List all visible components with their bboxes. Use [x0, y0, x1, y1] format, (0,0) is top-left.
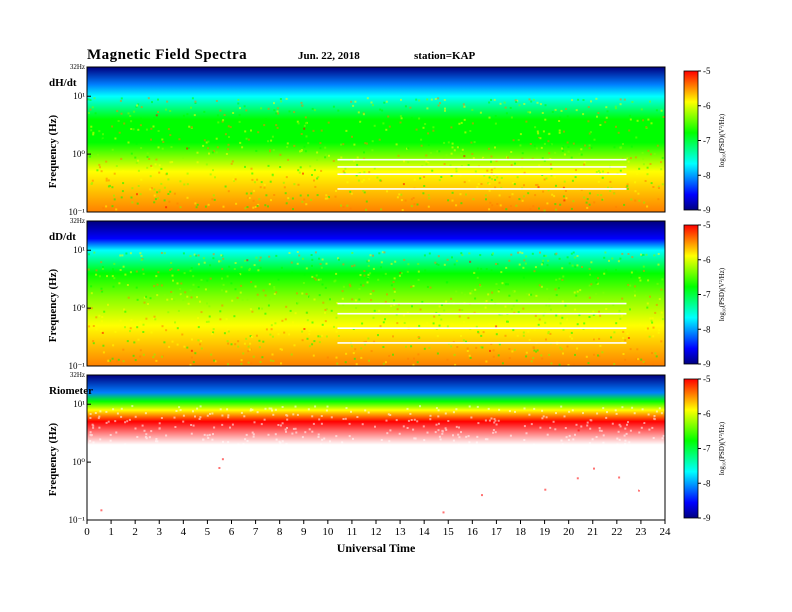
chart-date: Jun. 22, 2018 [298, 50, 360, 62]
x-tick-label: 1 [108, 526, 114, 538]
spectrogram-texture [88, 405, 665, 520]
y-tick-label: 10⁻¹ [69, 361, 86, 371]
x-tick-label: 19 [539, 526, 551, 538]
y-axis-label: Frequency (Hz) [47, 268, 59, 342]
colorbar [683, 378, 699, 519]
x-tick-label: 17 [491, 526, 503, 538]
y-tick-label: 10¹ [73, 399, 85, 409]
x-tick-label: 16 [467, 526, 479, 538]
y-tick-label: 32Hz [70, 217, 85, 225]
x-tick-label: 8 [277, 526, 283, 538]
colorbar-label: log₁₀(PSD)(V²/Hz) [718, 267, 726, 321]
colorbar-tick-label: -9 [703, 359, 711, 369]
colorbar-label: log₁₀(PSD)(V²/Hz) [718, 113, 726, 167]
y-tick-label: 32Hz [70, 63, 85, 71]
station-label: station=KAP [414, 50, 476, 62]
spectrogram-image [87, 221, 665, 366]
y-tick-label: 10⁻¹ [69, 515, 86, 525]
y-axis-label: Frequency (Hz) [47, 422, 59, 496]
x-tick-label: 4 [181, 526, 187, 538]
interference-lines [337, 302, 627, 344]
colorbar-tick-label: -7 [703, 136, 711, 146]
colorbar-tick-label: -7 [703, 444, 711, 454]
colorbar-tick-label: -5 [703, 374, 711, 384]
x-tick-label: 20 [563, 526, 575, 538]
colorbar-tick-label: -5 [703, 220, 711, 230]
colorbar-tick-label: -6 [703, 255, 711, 265]
colorbar-tick-label: -7 [703, 290, 711, 300]
x-tick-label: 22 [611, 526, 622, 538]
panel-dhdt: dH/dt 32Hz 10¹ 10⁰ 10⁻¹ Frequency (Hz) -5 -6 -7 -… [47, 63, 726, 217]
x-tick-label: 18 [515, 526, 527, 538]
colorbar-tick-label: -6 [703, 101, 711, 111]
panel-label: dH/dt [49, 77, 77, 89]
x-tick-label: 2 [132, 526, 138, 538]
x-tick-label: 0 [84, 526, 90, 538]
x-tick-label: 21 [587, 526, 598, 538]
x-tick-label: 15 [443, 526, 455, 538]
x-tick-label: 3 [157, 526, 163, 538]
x-tick-label: 12 [371, 526, 382, 538]
x-tick-label: 13 [395, 526, 407, 538]
x-tick-label: 24 [660, 526, 672, 538]
y-tick-label: 32Hz [70, 371, 85, 379]
colorbar-tick-label: -6 [703, 409, 711, 419]
colorbar-tick-label: -5 [703, 66, 711, 76]
colorbar [683, 224, 699, 365]
y-tick-label: 10⁰ [72, 303, 85, 313]
x-tick-label: 5 [205, 526, 211, 538]
spectrogram-image [87, 375, 665, 520]
x-tick-label: 23 [635, 526, 647, 538]
panel-riometer: Riometer 32Hz 10¹ 10⁰ 10⁻¹ Frequency (Hz) -5 -6… [47, 371, 726, 525]
x-tick-label: 6 [229, 526, 235, 538]
y-tick-label: 10⁰ [72, 457, 85, 467]
spectrogram-texture [87, 251, 664, 366]
x-tick-label: 9 [301, 526, 307, 538]
y-tick-label: 10⁰ [72, 149, 85, 159]
panel-frame [86, 66, 666, 213]
colorbar [683, 70, 699, 211]
spectrogram-texture [87, 97, 665, 212]
x-tick-label: 10 [322, 526, 334, 538]
x-tick-label: 11 [347, 526, 358, 538]
y-axis-label: Frequency (Hz) [47, 114, 59, 188]
panel-label: Riometer [49, 385, 93, 397]
colorbar-tick-label: -8 [703, 478, 711, 488]
y-tick-label: 10¹ [73, 91, 85, 101]
y-tick-label: 10¹ [73, 245, 85, 255]
panel-label: dD/dt [49, 231, 76, 243]
y-tick-label: 10⁻¹ [69, 207, 86, 217]
spectrogram-image [87, 67, 665, 212]
colorbar-tick-label: -9 [703, 513, 711, 523]
chart-title: Magnetic Field Spectra [87, 47, 248, 63]
x-tick-label: 14 [419, 526, 431, 538]
panel-frame [86, 220, 666, 367]
x-axis-label: Universal Time [337, 541, 416, 555]
colorbar-tick-label: -9 [703, 205, 711, 215]
colorbar-label: log₁₀(PSD)(V²/Hz) [718, 421, 726, 475]
colorbar-tick-label: -8 [703, 170, 711, 180]
interference-lines [337, 158, 627, 190]
colorbar-tick-label: -8 [703, 324, 711, 334]
panel-dddt: dD/dt 32Hz 10¹ 10⁰ 10⁻¹ Frequency (Hz) -5 -6 -7 -… [47, 217, 726, 371]
x-tick-label: 7 [253, 526, 259, 538]
